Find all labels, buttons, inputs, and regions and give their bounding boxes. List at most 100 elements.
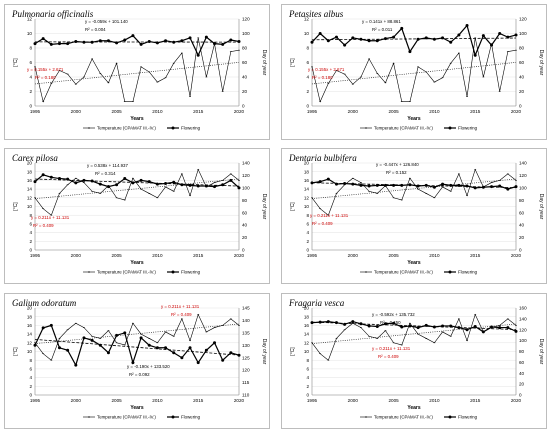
flowering-point xyxy=(449,40,453,44)
y-left-tick-label: 10 xyxy=(304,349,310,354)
y-right-tick-label: 20 xyxy=(519,382,525,387)
flowering-point xyxy=(131,361,135,365)
y-right-tick-label: 0 xyxy=(242,104,245,109)
species-title: Carex pilosa xyxy=(12,153,58,163)
flowering-point xyxy=(213,42,217,46)
x-tick-label: 2010 xyxy=(429,398,440,403)
flowering-point xyxy=(514,185,518,189)
flowering-point xyxy=(41,326,45,330)
flowering-point xyxy=(490,325,494,329)
x-tick-label: 2000 xyxy=(348,398,359,403)
equation-annotation: R² = 0.180 xyxy=(312,75,333,80)
y-left-tick-label: 2 xyxy=(29,384,32,389)
flowering-point xyxy=(490,185,494,189)
temperature-line xyxy=(34,168,240,216)
x-tick-label: 2005 xyxy=(388,109,399,114)
x-tick-label: 2010 xyxy=(429,109,440,114)
x-tick-label: 1995 xyxy=(307,398,318,403)
y-right-tick-label: 80 xyxy=(242,198,248,203)
flowering-point xyxy=(90,40,94,44)
chart-panel-2: Petasites albus 0 2 4 6 8 10 12 0 20 40 60 80 100 120… xyxy=(281,4,547,140)
flowering-point xyxy=(465,24,469,28)
flowering-point xyxy=(90,179,94,183)
flowering-point xyxy=(213,341,217,345)
flowering-point xyxy=(449,183,453,187)
y-left-axis-label: [°C] xyxy=(13,58,19,67)
flowering-point xyxy=(139,42,143,46)
flowering-point xyxy=(441,324,445,328)
flowering-point xyxy=(351,320,355,324)
temperature-trendline xyxy=(311,178,517,200)
flowering-point xyxy=(204,348,208,352)
flowering-point xyxy=(498,32,502,35)
legend-flowering-label: Flowering xyxy=(181,270,201,275)
legend-flowering-label: Flowering xyxy=(181,415,201,420)
legend-temperature-label: Temperature (CPAMAT III.-IV.) xyxy=(97,126,156,131)
flowering-point xyxy=(318,320,322,324)
legend-flowering-label: Flowering xyxy=(458,415,478,420)
flowering-point xyxy=(432,325,436,329)
flowering-point xyxy=(98,343,102,347)
y-left-tick-label: 10 xyxy=(27,31,33,36)
y-right-tick-label: 20 xyxy=(519,235,525,240)
equation-annotation: y = 0.211x + 11.131 xyxy=(161,304,200,309)
flowering-point xyxy=(123,177,127,181)
equation-annotation: y = 0.211x + 11.131 xyxy=(310,213,349,218)
y-left-tick-label: 18 xyxy=(27,169,33,174)
y-right-tick-label: 130 xyxy=(242,343,250,348)
x-tick-label: 2000 xyxy=(71,398,82,403)
flowering-point xyxy=(131,34,135,38)
y-right-tick-label: 60 xyxy=(519,360,525,365)
equation-annotation: R² = 0.450 xyxy=(380,320,401,325)
flowering-point xyxy=(180,183,184,187)
y-left-tick-label: 10 xyxy=(304,31,310,36)
flowering-point xyxy=(408,324,412,328)
flowering-point xyxy=(164,182,168,186)
y-right-tick-label: 100 xyxy=(519,338,527,343)
y-right-tick-label: 140 xyxy=(242,318,250,323)
x-axis-label: Years xyxy=(407,116,421,122)
flowering-point xyxy=(188,36,192,40)
flowering-point xyxy=(481,34,485,38)
y-left-tick-label: 12 xyxy=(304,17,310,22)
x-tick-label: 1995 xyxy=(307,253,318,258)
y-left-tick-label: 4 xyxy=(306,75,309,80)
x-tick-label: 2005 xyxy=(388,398,399,403)
y-left-tick-label: 16 xyxy=(304,178,310,183)
x-tick-label: 2015 xyxy=(193,398,204,403)
flowering-point xyxy=(392,35,396,39)
flowering-point xyxy=(33,180,37,184)
flowering-point xyxy=(155,182,159,186)
legend-temperature-label: Temperature (CPAMAT III.-IV.) xyxy=(97,270,156,275)
flowering-point xyxy=(424,323,428,327)
y-right-tick-label: 60 xyxy=(242,210,248,215)
x-axis-label: Years xyxy=(130,260,144,266)
x-tick-label: 2015 xyxy=(470,109,481,114)
flowering-point xyxy=(115,333,119,337)
legend-temperature-label: Temperature (CPAMAT III.-IV.) xyxy=(374,126,433,131)
x-tick-label: 2005 xyxy=(111,109,122,114)
y-right-tick-label: 80 xyxy=(242,46,248,51)
flowering-point xyxy=(514,33,518,37)
y-left-tick-label: 10 xyxy=(27,204,33,209)
flowering-point xyxy=(229,351,233,355)
flowering-point xyxy=(196,53,200,57)
equation-annotation: y = -0.447x + 126.840 xyxy=(376,162,419,167)
flowering-point xyxy=(359,37,363,41)
y-left-axis-label: [°C] xyxy=(290,347,296,356)
y-left-tick-label: 6 xyxy=(306,222,309,227)
y-right-tick-label: 100 xyxy=(242,31,250,36)
chart-panel-1: Pulmonaria officinalis 0 2 4 6 8 10 12 0 20 40 60 8… xyxy=(4,4,270,140)
x-tick-label: 2010 xyxy=(152,253,163,258)
flowering-point xyxy=(237,39,241,43)
flowering-point xyxy=(213,185,217,189)
legend-temperature-label: Temperature (CPAMAT III.-IV.) xyxy=(97,415,156,420)
flowering-point xyxy=(204,35,208,39)
y-left-tick-label: 20 xyxy=(27,306,33,311)
y-right-tick-label: 160 xyxy=(519,306,527,311)
y-right-tick-label: 40 xyxy=(242,75,248,80)
equation-annotation: R² = 0.180 xyxy=(35,75,56,80)
flowering-point xyxy=(506,187,510,191)
legend-flowering-label: Flowering xyxy=(458,270,478,275)
y-right-axis-label: Day of year xyxy=(538,50,544,76)
